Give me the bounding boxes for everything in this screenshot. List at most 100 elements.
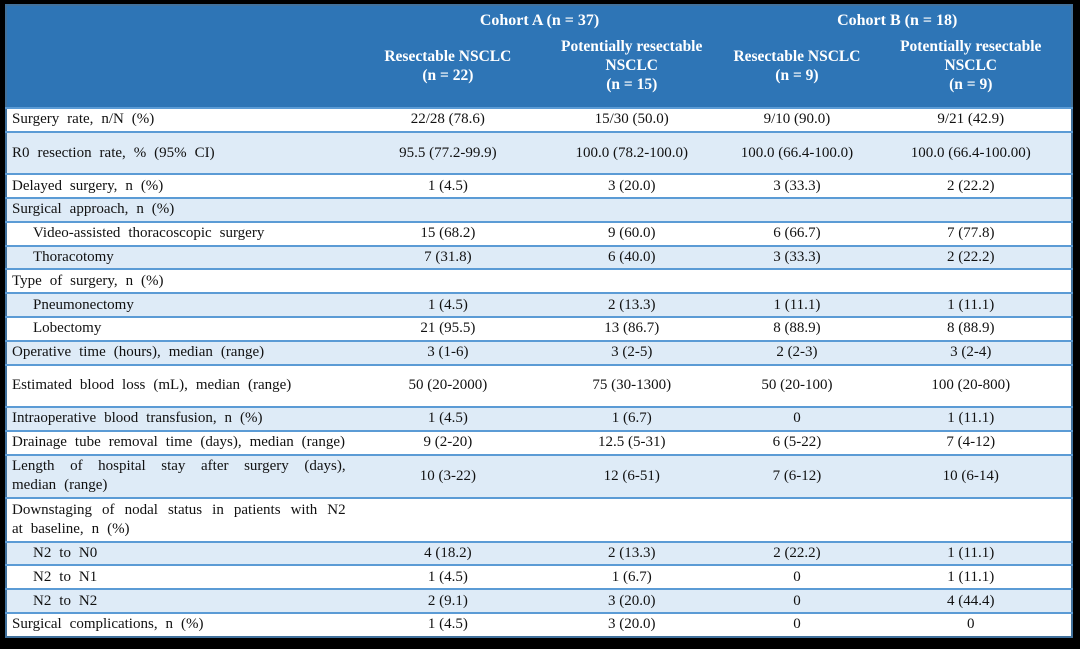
cell-value: 4 (44.4) bbox=[870, 588, 1072, 613]
column-title: Potentially resectable NSCLC bbox=[900, 38, 1042, 75]
row-label: Thoracotomy bbox=[6, 244, 356, 270]
cell-value: 21 (95.5) bbox=[355, 316, 541, 341]
cohort-header-row: Cohort A (n = 37) Cohort B (n = 18) bbox=[6, 5, 1072, 32]
table-row: Pneumonectomy 1 (4.5) 2 (13.3) 1 (11.1) 1 (1… bbox=[6, 292, 1072, 318]
row-label: Lobectomy bbox=[6, 316, 356, 341]
row-label: Surgery rate, n/N (%) bbox=[6, 107, 356, 132]
row-label: Intraoperative blood transfusion, n (%) bbox=[6, 406, 356, 431]
cell-value bbox=[355, 197, 541, 222]
cell-value: 100 (20-800) bbox=[870, 363, 1072, 408]
cell-value: 12 (6-51) bbox=[540, 453, 724, 499]
row-label: R0 resection rate, % (95% CI) bbox=[6, 130, 356, 175]
table-row: Delayed surgery, n (%) 1 (4.5) 3 (20.0) 3 (… bbox=[6, 173, 1072, 199]
cell-value: 6 (40.0) bbox=[540, 244, 724, 270]
column-n: (n = 9) bbox=[775, 66, 819, 84]
row-label: Downstaging of nodal status in patients … bbox=[6, 497, 356, 542]
cell-value: 9 (60.0) bbox=[540, 220, 724, 246]
cell-value: 1 (6.7) bbox=[540, 406, 724, 431]
cell-value bbox=[723, 197, 871, 222]
cell-value: 3 (20.0) bbox=[540, 173, 724, 199]
cell-value: 3 (33.3) bbox=[723, 244, 871, 270]
row-label: Type of surgery, n (%) bbox=[6, 268, 356, 294]
table-header: Cohort A (n = 37) Cohort B (n = 18) Rese… bbox=[6, 5, 1072, 108]
table-row: N2 to N1 1 (4.5) 1 (6.7) 0 1 (11.1) bbox=[6, 564, 1072, 590]
cell-value: 7 (31.8) bbox=[355, 244, 541, 270]
table-row: Type of surgery, n (%) bbox=[6, 268, 1072, 294]
cell-value: 1 (11.1) bbox=[870, 540, 1072, 566]
cell-value: 3 (2-4) bbox=[870, 339, 1072, 365]
cell-value bbox=[355, 268, 541, 294]
row-label: Surgical complications, n (%) bbox=[6, 611, 356, 637]
table-row: Video-assisted thoracoscopic surgery 15 (… bbox=[6, 220, 1072, 246]
cell-value: 0 bbox=[723, 406, 871, 431]
row-label: Surgical approach, n (%) bbox=[6, 197, 356, 222]
column-header-b1: Resectable NSCLC (n = 9) bbox=[723, 32, 871, 108]
cell-value: 8 (88.9) bbox=[870, 316, 1072, 341]
cell-value: 0 bbox=[723, 588, 871, 613]
cell-value: 1 (6.7) bbox=[540, 564, 724, 590]
cell-value: 50 (20-100) bbox=[723, 363, 871, 408]
table-row: Intraoperative blood transfusion, n (%) 1… bbox=[6, 406, 1072, 431]
cell-value: 10 (6-14) bbox=[870, 453, 1072, 499]
cell-value: 15/30 (50.0) bbox=[540, 107, 724, 132]
row-label: Video-assisted thoracoscopic surgery bbox=[6, 220, 356, 246]
row-label: N2 to N2 bbox=[6, 588, 356, 613]
row-label: Length of hospital stay after surgery (d… bbox=[6, 453, 356, 499]
column-title: Resectable NSCLC bbox=[733, 47, 861, 65]
cell-value: 75 (30-1300) bbox=[540, 363, 724, 408]
table-row: Surgical approach, n (%) bbox=[6, 197, 1072, 222]
cell-value: 3 (20.0) bbox=[540, 588, 724, 613]
cell-value: 0 bbox=[723, 564, 871, 590]
cell-value: 2 (9.1) bbox=[355, 588, 541, 613]
cell-value: 9/10 (90.0) bbox=[723, 107, 871, 132]
cell-value: 3 (33.3) bbox=[723, 173, 871, 199]
cohort-b-header: Cohort B (n = 18) bbox=[723, 5, 1072, 32]
cell-value: 1 (11.1) bbox=[870, 406, 1072, 431]
cell-value: 100.0 (78.2-100.0) bbox=[540, 130, 724, 175]
cell-value: 7 (77.8) bbox=[870, 220, 1072, 246]
cell-value: 95.5 (77.2-99.9) bbox=[355, 130, 541, 175]
table-row: Length of hospital stay after surgery (d… bbox=[6, 453, 1072, 499]
cell-value: 3 (2-5) bbox=[540, 339, 724, 365]
row-label: Delayed surgery, n (%) bbox=[6, 173, 356, 199]
cohort-a-header: Cohort A (n = 37) bbox=[355, 5, 724, 32]
cell-value bbox=[870, 497, 1072, 542]
table-row: R0 resection rate, % (95% CI) 95.5 (77.2-… bbox=[6, 130, 1072, 175]
cell-value bbox=[870, 268, 1072, 294]
cell-value: 50 (20-2000) bbox=[355, 363, 541, 408]
table-row: Thoracotomy 7 (31.8) 6 (40.0) 3 (33.3) 2 (22… bbox=[6, 244, 1072, 270]
column-header-a2: Potentially resectable NSCLC (n = 15) bbox=[540, 32, 724, 108]
cell-value: 6 (66.7) bbox=[723, 220, 871, 246]
cell-value: 1 (11.1) bbox=[723, 292, 871, 318]
cell-value: 1 (4.5) bbox=[355, 611, 541, 637]
cell-value: 9/21 (42.9) bbox=[870, 107, 1072, 132]
cell-value: 100.0 (66.4-100.0) bbox=[723, 130, 871, 175]
cell-value bbox=[723, 268, 871, 294]
cell-value: 0 bbox=[723, 611, 871, 637]
cell-value: 2 (13.3) bbox=[540, 292, 724, 318]
cell-value: 13 (86.7) bbox=[540, 316, 724, 341]
cell-value: 12.5 (5-31) bbox=[540, 429, 724, 455]
table-row: Downstaging of nodal status in patients … bbox=[6, 497, 1072, 542]
cell-value: 3 (20.0) bbox=[540, 611, 724, 637]
cell-value: 3 (1-6) bbox=[355, 339, 541, 365]
cell-value: 1 (11.1) bbox=[870, 292, 1072, 318]
cell-value bbox=[540, 197, 724, 222]
table-row: Lobectomy 21 (95.5) 13 (86.7) 8 (88.9) 8 (88… bbox=[6, 316, 1072, 341]
cell-value: 2 (22.2) bbox=[870, 244, 1072, 270]
row-label: N2 to N1 bbox=[6, 564, 356, 590]
cell-value: 8 (88.9) bbox=[723, 316, 871, 341]
table-row: Estimated blood loss (mL), median (range… bbox=[6, 363, 1072, 408]
column-title: Resectable NSCLC bbox=[384, 47, 512, 65]
cell-value: 1 (4.5) bbox=[355, 564, 541, 590]
cell-value: 1 (4.5) bbox=[355, 406, 541, 431]
cell-value bbox=[355, 497, 541, 542]
row-label: N2 to N0 bbox=[6, 540, 356, 566]
column-n: (n = 9) bbox=[949, 75, 993, 93]
column-header-b2: Potentially resectable NSCLC (n = 9) bbox=[870, 32, 1072, 108]
corner-cell bbox=[6, 5, 356, 32]
cell-value: 15 (68.2) bbox=[355, 220, 541, 246]
cell-value: 7 (4-12) bbox=[870, 429, 1072, 455]
table-row: Drainage tube removal time (days), media… bbox=[6, 429, 1072, 455]
cell-value: 22/28 (78.6) bbox=[355, 107, 541, 132]
